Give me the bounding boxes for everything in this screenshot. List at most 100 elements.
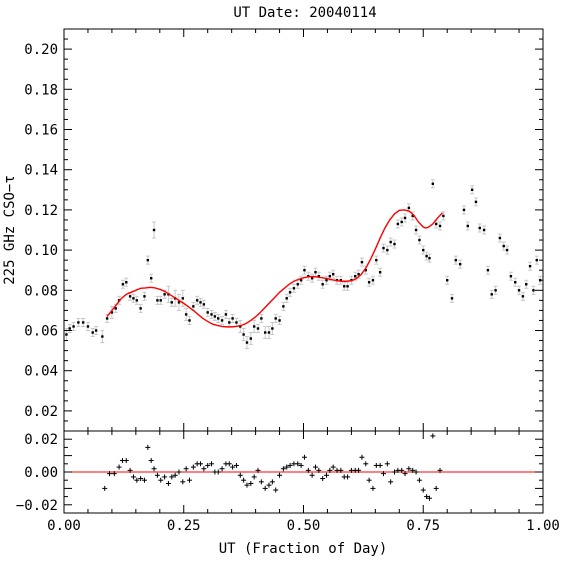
residual-point-61 (323, 472, 329, 478)
x-tick-label-0: 0.00 (47, 518, 81, 534)
data-point-88 (389, 240, 392, 244)
residual-tick-label-2: 0.02 (24, 432, 58, 448)
data-point-100 (431, 182, 435, 185)
data-point-15 (128, 295, 132, 298)
residual-point-34 (226, 461, 232, 467)
data-point-0 (65, 333, 68, 336)
residual-point-90 (426, 495, 432, 501)
residual-point-1 (107, 471, 113, 477)
residual-point-82 (399, 467, 405, 473)
residual-point-44 (262, 485, 268, 491)
residual-point-10 (141, 477, 147, 483)
data-point-126 (532, 289, 535, 292)
data-point-75 (343, 285, 346, 288)
data-point-112 (478, 226, 481, 230)
data-point-96 (418, 238, 421, 242)
data-point-64 (303, 269, 306, 272)
residual-point-48 (277, 472, 283, 478)
data-point-89 (393, 242, 396, 246)
data-point-122 (517, 289, 521, 292)
data-point-32 (188, 319, 191, 322)
data-point-43 (228, 321, 231, 324)
data-point-103 (442, 214, 445, 218)
residual-point-6 (127, 467, 133, 473)
y-tick-label-3: 0.08 (24, 283, 58, 299)
residual-point-58 (312, 464, 318, 470)
residual-point-55 (301, 454, 307, 460)
data-point-61 (292, 287, 296, 290)
residual-point-51 (287, 462, 293, 468)
residual-point-15 (158, 477, 164, 483)
data-point-113 (482, 228, 486, 232)
residual-point-85 (410, 467, 416, 473)
y-tick-label-4: 0.10 (24, 243, 58, 259)
y-tick-label-0: 0.02 (24, 404, 58, 420)
residual-point-39 (244, 482, 250, 488)
residual-point-74 (370, 485, 376, 491)
data-point-39 (213, 315, 217, 318)
x-axis-label: UT (Fraction of Day) (219, 541, 388, 557)
data-point-79 (357, 273, 360, 276)
residual-point-83 (402, 471, 408, 477)
residual-point-43 (258, 479, 264, 485)
data-point-91 (400, 220, 403, 224)
data-point-41 (220, 319, 224, 322)
data-point-71 (328, 275, 332, 278)
data-point-98 (425, 254, 428, 258)
data-point-109 (466, 224, 469, 228)
data-point-85 (378, 271, 382, 274)
residual-point-21 (180, 479, 186, 485)
data-point-36 (202, 303, 206, 306)
y-tick-label-7: 0.16 (24, 123, 58, 139)
data-point-127 (535, 258, 538, 262)
chart-title: UT Date: 20040114 (233, 5, 376, 21)
residual-point-36 (233, 462, 239, 468)
data-point-50 (252, 325, 256, 328)
data-point-19 (143, 295, 146, 298)
data-point-115 (490, 293, 493, 296)
data-point-27 (170, 301, 173, 304)
data-point-58 (282, 305, 285, 308)
x-tick-label-2: 0.50 (287, 518, 321, 534)
residual-x-ticks: 0.00 0.25 0.50 0.75 1.00 (47, 431, 560, 534)
data-point-48 (245, 341, 249, 344)
data-point-90 (396, 222, 400, 226)
data-point-11 (114, 307, 117, 310)
data-point-45 (235, 321, 238, 324)
y-tick-label-8: 0.18 (24, 82, 58, 98)
residual-point-57 (309, 472, 315, 478)
residual-point-9 (138, 476, 144, 482)
data-point-42 (224, 313, 228, 316)
data-point-55 (271, 327, 274, 330)
data-point-46 (239, 325, 242, 328)
residual-point-80 (392, 469, 398, 475)
residual-point-18 (169, 474, 175, 480)
data-point-13 (121, 283, 125, 286)
data-point-108 (462, 208, 466, 212)
residual-point-12 (148, 458, 154, 464)
data-point-67 (314, 271, 317, 274)
residual-point-91 (430, 433, 436, 439)
data-point-60 (288, 291, 292, 294)
residual-point-27 (201, 466, 207, 472)
data-point-51 (256, 327, 260, 330)
data-point-124 (525, 283, 528, 286)
data-point-37 (206, 311, 209, 314)
main-panel: 0.02 0.04 0.06 0.08 0.10 0.12 0.14 0.16 0.18 0.20 (24, 28, 544, 432)
data-point-3 (77, 321, 80, 324)
data-point-38 (210, 313, 213, 316)
data-point-63 (299, 279, 303, 282)
data-point-83 (371, 279, 375, 282)
residual-point-49 (280, 466, 286, 472)
residual-point-73 (366, 477, 372, 483)
data-point-105 (450, 297, 454, 300)
residual-point-31 (215, 469, 221, 475)
data-point-2 (72, 325, 75, 328)
residual-point-0 (102, 485, 108, 491)
residual-point-56 (305, 467, 311, 473)
data-point-17 (135, 299, 139, 302)
main-errorbars (64, 179, 543, 350)
data-point-53 (263, 331, 267, 334)
data-point-117 (498, 236, 502, 240)
data-point-59 (285, 297, 288, 300)
